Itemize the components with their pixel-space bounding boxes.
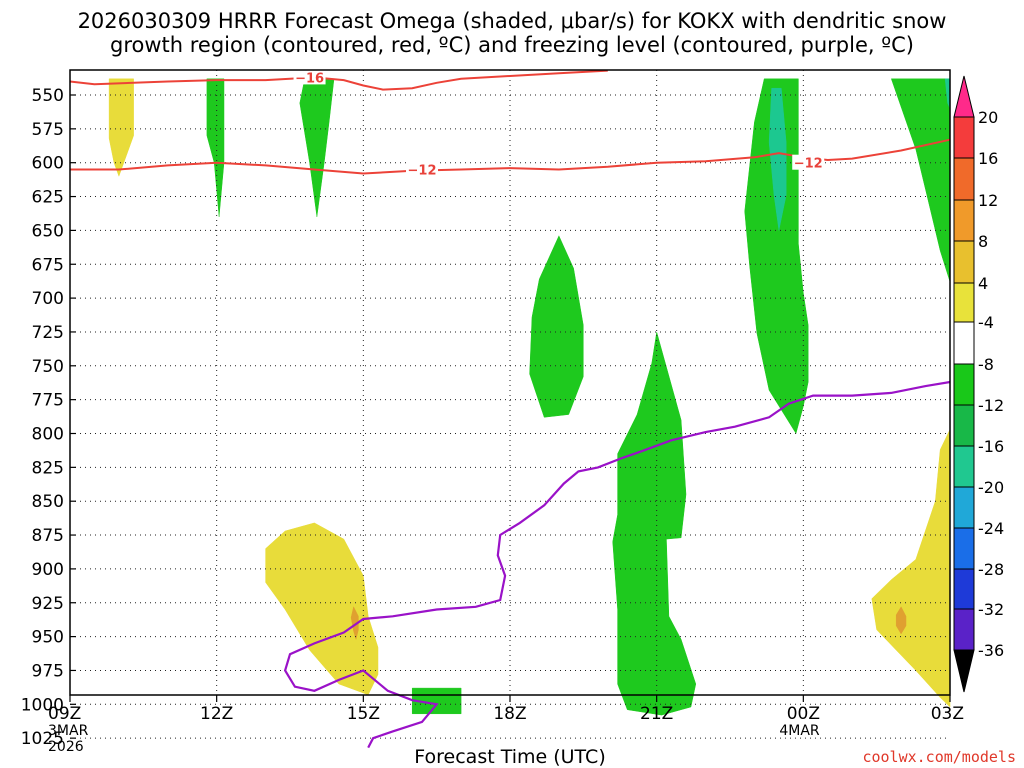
- y-tick-label: 1000: [21, 695, 64, 715]
- y-tick-label: 800: [32, 425, 64, 445]
- colorbar-label: -20: [978, 478, 1004, 497]
- y-tick-label: 650: [32, 221, 64, 241]
- x-year-label: 2026: [48, 739, 84, 755]
- colorbar-label: -24: [978, 519, 1004, 538]
- y-tick-label: 825: [32, 458, 64, 478]
- colorbar-bin: [953, 199, 975, 242]
- colorbar-bottom-triangle: [953, 649, 975, 693]
- y-tick-label: 1025: [21, 729, 64, 749]
- freezing-level-contour: [283, 380, 951, 749]
- x-tick-label: 15Z: [347, 704, 380, 724]
- y-tick-label: 925: [32, 594, 64, 614]
- colorbar-label: -4: [978, 313, 994, 332]
- colorbar-bin: [953, 608, 975, 651]
- omega-region-6: [299, 78, 335, 217]
- y-axis: 550 575 600 625 650 675 700 725 750 775 800 825 850 8…: [21, 86, 76, 749]
- omega-region-4: [895, 606, 907, 635]
- x-date-label: 4MAR: [779, 723, 820, 739]
- chart-title-line2: growth region (contoured, red, ºC) and f…: [110, 33, 914, 57]
- y-tick-label: 675: [32, 255, 64, 275]
- colorbar-label: 12: [978, 191, 998, 210]
- dgz-contour-label: −12: [794, 157, 823, 172]
- y-tick-label: 575: [32, 120, 64, 140]
- colorbar-bin: [953, 321, 975, 365]
- omega-region-11: [890, 78, 951, 282]
- credit-text: coolwx.com/models: [862, 748, 1016, 766]
- omega-region-1: [265, 522, 379, 696]
- colorbar-bin: [953, 527, 975, 570]
- colorbar-label: 16: [978, 149, 998, 168]
- contour-layer: −16 −12 −12: [69, 69, 951, 749]
- colorbar-label: 20: [978, 108, 998, 127]
- dgz-contour-label: −12: [408, 163, 437, 178]
- y-tick-label: 700: [32, 289, 64, 309]
- colorbar-bin: [953, 486, 975, 529]
- y-tick-label: 875: [32, 526, 64, 546]
- colorbar-label: 8: [978, 232, 988, 251]
- y-tick-label: 900: [32, 560, 64, 580]
- colorbar-top-triangle: [953, 75, 975, 118]
- x-tick-label: 09Z: [48, 704, 81, 724]
- y-tick-label: 725: [32, 323, 64, 343]
- dgz-contour-label-bg: [293, 69, 326, 85]
- colorbar-label: -32: [978, 600, 1004, 619]
- dgz-contour-label-bg: [406, 161, 438, 177]
- colorbar-bin: [953, 157, 975, 201]
- colorbar-bin: [953, 568, 975, 610]
- colorbar-label: 4: [978, 274, 988, 293]
- x-tick-label: 03Z: [931, 704, 964, 724]
- chart-title-line1: 2026030309 HRRR Forecast Omega (shaded, …: [77, 9, 947, 33]
- colorbar-label: -36: [978, 641, 1004, 660]
- omega-region-10: [768, 87, 787, 231]
- dgz-contour-label: −16: [295, 71, 324, 86]
- colorbar-label: -28: [978, 560, 1004, 579]
- dgz-contour-0: [69, 69, 608, 91]
- omega-region-7: [529, 235, 584, 418]
- colorbar-bin: [953, 282, 975, 323]
- y-tick-label: 950: [32, 628, 64, 648]
- colorbar-label: -12: [978, 396, 1004, 415]
- colorbar-bin: [953, 116, 975, 159]
- y-tick-label: 775: [32, 391, 64, 411]
- colorbar-label: -8: [978, 355, 994, 374]
- colorbar: 20 16 12 8 4 -4 -8 -12 -16 -20 -24 -28 -32 -36: [953, 75, 1004, 693]
- omega-region-0: [108, 78, 134, 177]
- y-tick-label: 850: [32, 492, 64, 512]
- y-tick-label: 550: [32, 86, 64, 106]
- x-tick-label: 12Z: [200, 704, 233, 724]
- y-tick-label: 750: [32, 357, 64, 377]
- x-axis-label: Forecast Time (UTC): [414, 746, 605, 768]
- colorbar-bin: [953, 445, 975, 488]
- y-tick-label: 975: [32, 661, 64, 681]
- colorbar-bin: [953, 363, 975, 406]
- dgz-contour-label-bg: [792, 154, 825, 170]
- x-tick-label: 21Z: [640, 704, 673, 724]
- colorbar-bin: [953, 240, 975, 284]
- omega-shading-layer: [108, 78, 951, 716]
- y-tick-label: 600: [32, 154, 64, 174]
- x-tick-label: 18Z: [493, 704, 526, 724]
- grid-layer: [70, 70, 950, 739]
- omega-region-2: [350, 606, 359, 641]
- colorbar-bin: [953, 404, 975, 447]
- x-date-label: 3MAR: [48, 723, 89, 739]
- y-tick-label: 625: [32, 188, 64, 208]
- omega-region-3: [871, 429, 951, 708]
- omega-region-8: [612, 331, 697, 716]
- colorbar-label: -16: [978, 437, 1004, 456]
- omega-region-5: [206, 78, 225, 217]
- x-tick-label: 00Z: [787, 704, 820, 724]
